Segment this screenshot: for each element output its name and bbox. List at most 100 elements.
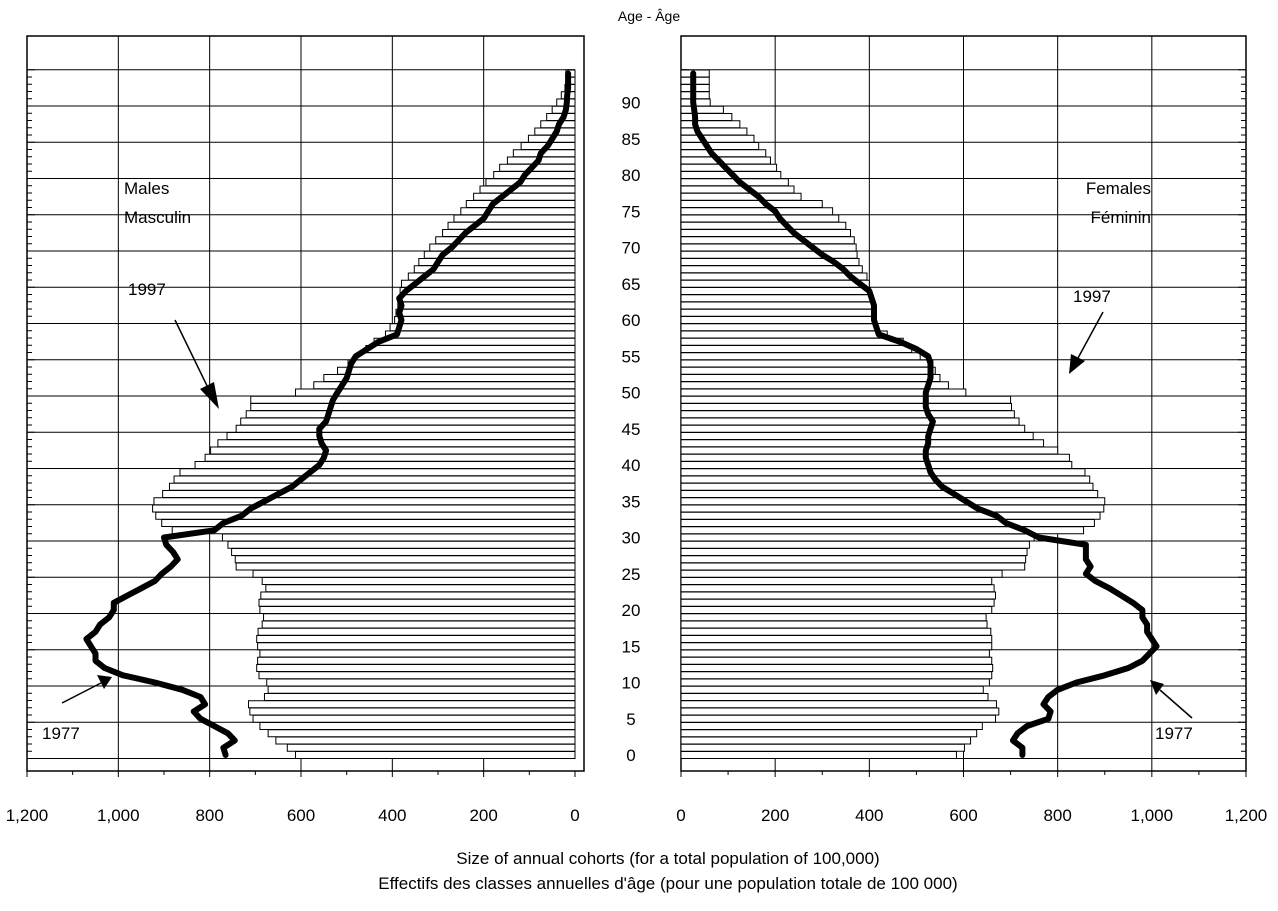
age-tick-label: 10 bbox=[622, 674, 641, 693]
females-bar-age-20 bbox=[680, 606, 993, 614]
males-bar-age-35 bbox=[153, 497, 576, 506]
females-label-fr: Féminin bbox=[1091, 208, 1151, 227]
males-bar-age-19 bbox=[263, 613, 576, 622]
males-bar-age-15 bbox=[257, 642, 576, 651]
age-tick-label: 45 bbox=[622, 420, 641, 439]
females-bar-age-0 bbox=[680, 751, 957, 759]
males-bar-age-63 bbox=[398, 294, 576, 303]
annotation-males-1997-arrow bbox=[174, 319, 213, 397]
age-tick-label: 5 bbox=[626, 710, 635, 729]
females-bar-age-76 bbox=[680, 200, 823, 208]
females-bar-age-62 bbox=[680, 301, 873, 310]
females-bar-age-84 bbox=[680, 142, 760, 150]
age-tick-label: 80 bbox=[622, 166, 641, 185]
females-bar-age-77 bbox=[680, 192, 802, 201]
females-bar-age-67 bbox=[680, 265, 863, 274]
males-bar-age-23 bbox=[265, 584, 576, 593]
males-bar-age-30 bbox=[221, 533, 576, 542]
males-bar-age-74 bbox=[453, 214, 576, 223]
annotation-females-1997-arrowhead bbox=[1069, 354, 1085, 374]
annotation-males-1977: 1977 bbox=[42, 724, 80, 743]
females-bar-age-47 bbox=[680, 410, 1015, 419]
females-bar-age-74 bbox=[680, 214, 840, 223]
females-bar-age-19 bbox=[680, 613, 987, 622]
females-bar-age-75 bbox=[680, 207, 834, 216]
females-bar-age-24 bbox=[680, 577, 993, 585]
females-bar-age-61 bbox=[680, 308, 873, 317]
females-bar-age-27 bbox=[680, 555, 1027, 564]
males-bar-age-33 bbox=[155, 511, 576, 520]
females-bar-age-46 bbox=[680, 417, 1020, 426]
age-tick-label: 55 bbox=[622, 347, 641, 366]
males-bar-age-44 bbox=[226, 432, 576, 440]
males-bar-age-39 bbox=[179, 468, 576, 477]
females-bar-age-10 bbox=[680, 678, 990, 687]
males-bar-age-22 bbox=[260, 591, 576, 600]
males-bar-age-58 bbox=[384, 330, 576, 339]
age-tick-label: 30 bbox=[622, 529, 641, 548]
age-tick-label: 70 bbox=[622, 239, 641, 258]
annotation-females-1977-arrow bbox=[1159, 689, 1193, 719]
males-bar-age-78 bbox=[479, 185, 576, 194]
males-bar-age-25 bbox=[252, 569, 576, 578]
males-bar-age-55 bbox=[356, 352, 576, 361]
females-bar-age-12 bbox=[680, 664, 994, 672]
males-bar-age-57 bbox=[373, 337, 576, 346]
females-label: Females bbox=[1086, 179, 1151, 198]
males-bar-age-34 bbox=[152, 504, 576, 513]
females-bar-age-15 bbox=[680, 642, 993, 651]
females-bar-age-37 bbox=[680, 482, 1094, 491]
age-tick-label: 50 bbox=[622, 384, 641, 403]
age-tick-label: 15 bbox=[622, 637, 641, 656]
males-bar-age-13 bbox=[257, 656, 576, 665]
females-bar-age-49 bbox=[680, 395, 1012, 404]
females-bar-age-55 bbox=[680, 352, 921, 361]
males-bar-age-12 bbox=[256, 664, 576, 672]
age-tick-label: 35 bbox=[622, 492, 641, 511]
females-bar-age-42 bbox=[680, 446, 1059, 455]
females-bar-age-89 bbox=[680, 105, 724, 114]
females-bar-age-26 bbox=[680, 562, 1026, 571]
females-1997-bars bbox=[680, 69, 1106, 759]
males-bar-age-17 bbox=[257, 627, 576, 636]
females-bar-age-40 bbox=[680, 461, 1073, 469]
females-bar-age-9 bbox=[680, 685, 984, 694]
females-bar-age-14 bbox=[680, 649, 990, 658]
females-bar-age-44 bbox=[680, 432, 1034, 440]
females-bar-age-48 bbox=[680, 403, 1013, 411]
females-bar-age-2 bbox=[680, 736, 972, 745]
males-bar-age-31 bbox=[171, 526, 576, 535]
females-bar-age-83 bbox=[680, 149, 767, 158]
males-label: Males bbox=[124, 179, 169, 198]
males-bar-age-3 bbox=[267, 729, 576, 738]
males-bar-age-10 bbox=[266, 678, 576, 687]
females-bar-age-30 bbox=[680, 533, 1035, 542]
females-bar-age-39 bbox=[680, 468, 1086, 477]
males-bar-age-42 bbox=[210, 446, 576, 455]
males-bar-age-14 bbox=[259, 649, 576, 658]
males-bar-age-24 bbox=[261, 577, 576, 585]
females-bar-age-28 bbox=[680, 548, 1028, 556]
males-bar-age-0 bbox=[295, 751, 576, 759]
females-1977-line bbox=[690, 70, 1160, 758]
age-tick-label: 60 bbox=[622, 311, 641, 330]
males-bar-age-27 bbox=[234, 555, 576, 564]
males-bar-age-20 bbox=[259, 606, 576, 614]
females-x-tick-label: 0 bbox=[676, 806, 685, 825]
males-bar-age-8 bbox=[263, 693, 576, 701]
annotation-females-1977: 1977 bbox=[1155, 724, 1193, 743]
females-bar-age-73 bbox=[680, 221, 847, 230]
females-bar-age-86 bbox=[680, 127, 748, 136]
males-bar-age-36 bbox=[162, 490, 576, 498]
females-bar-age-32 bbox=[680, 519, 1095, 527]
females-bar-age-3 bbox=[680, 729, 978, 738]
males-bar-age-75 bbox=[460, 207, 576, 216]
males-x-tick-label: 1,000 bbox=[97, 806, 140, 825]
age-tick-label: 25 bbox=[622, 565, 641, 584]
age-tick-label: 40 bbox=[622, 456, 641, 475]
males-bar-age-40 bbox=[194, 461, 576, 469]
males-bar-age-62 bbox=[397, 301, 576, 310]
males-bar-age-26 bbox=[235, 562, 576, 571]
males-bar-age-79 bbox=[485, 178, 576, 187]
